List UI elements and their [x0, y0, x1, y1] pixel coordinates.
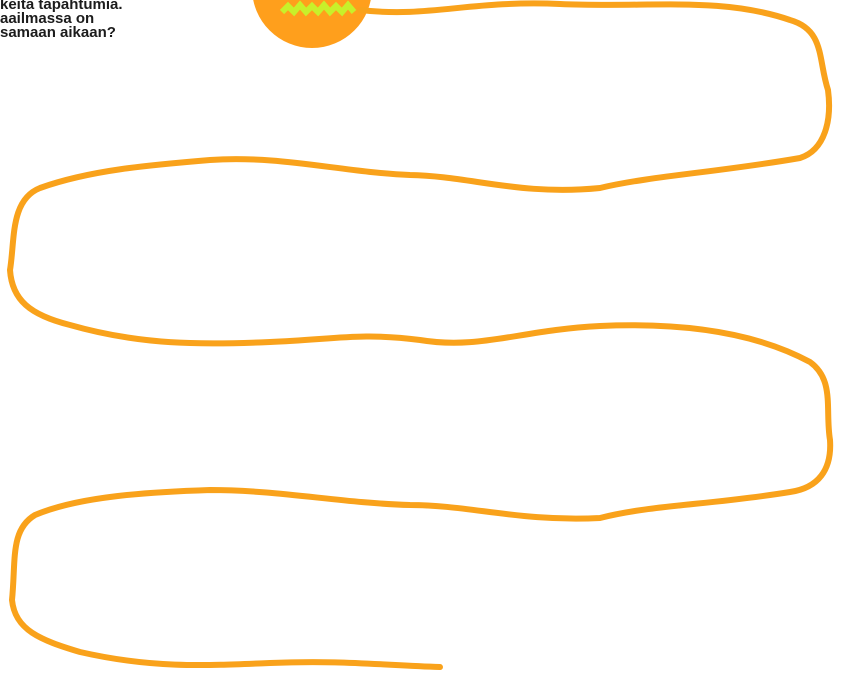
intro-line: aailmassa on: [0, 10, 95, 27]
intro-line: keita tapahtumia.: [0, 0, 123, 13]
intro-line: samaan aikaan?: [0, 24, 116, 41]
timeline-path: [7, 0, 834, 670]
zigzag: [279, 0, 357, 17]
intro-text: keita tapahtumia. aailmassa on samaan ai…: [0, 0, 200, 42]
